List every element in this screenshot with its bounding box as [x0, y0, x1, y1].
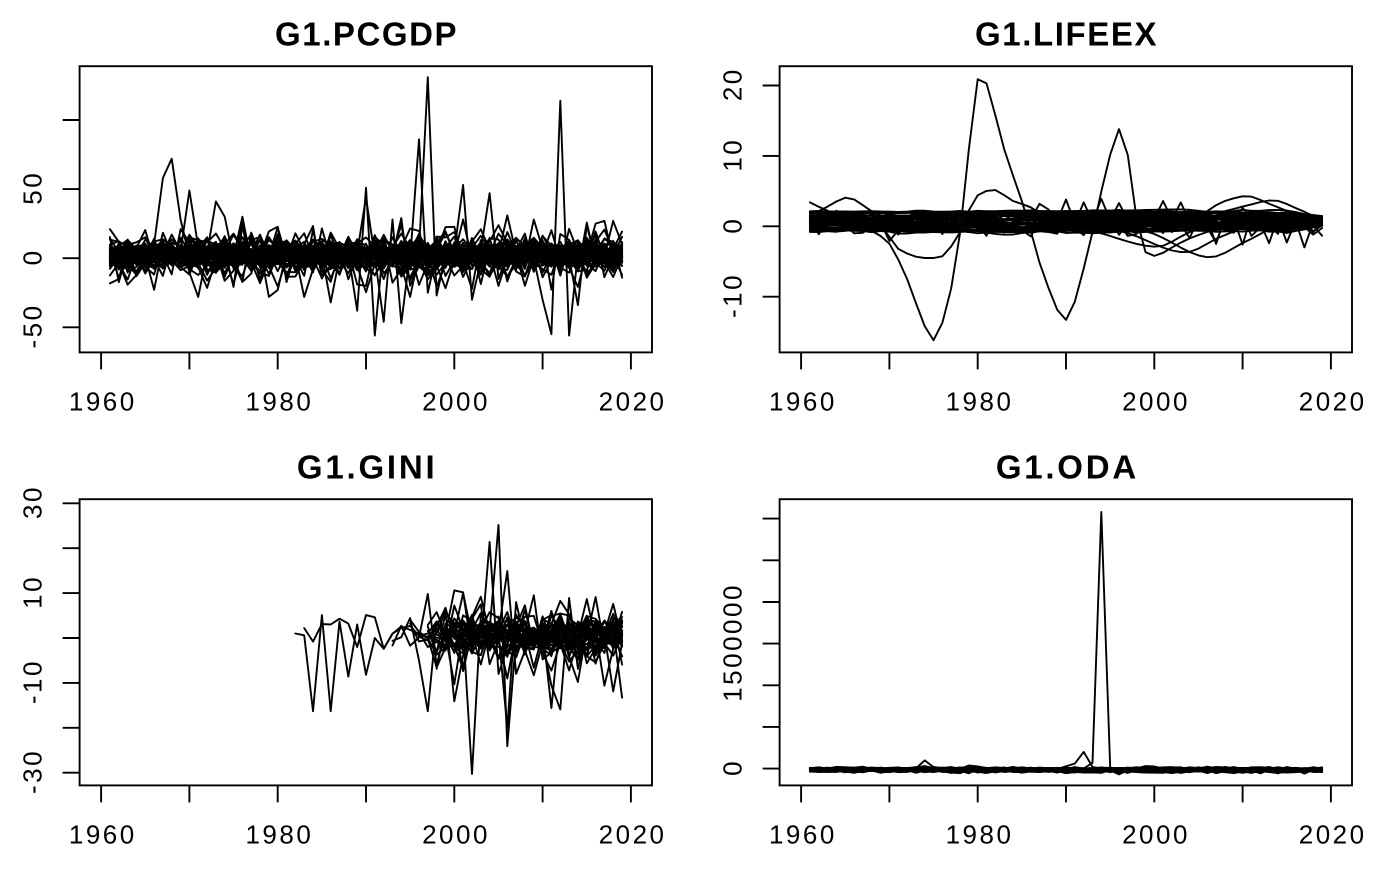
svg-text:20: 20	[717, 67, 747, 101]
svg-text:10: 10	[717, 138, 747, 172]
svg-text:2020: 2020	[1299, 820, 1367, 850]
svg-text:-10: -10	[717, 273, 747, 318]
svg-text:2020: 2020	[599, 820, 667, 850]
svg-text:2020: 2020	[599, 387, 667, 417]
svg-text:1980: 1980	[946, 387, 1014, 417]
svg-text:G1.PCGDP: G1.PCGDP	[275, 16, 458, 53]
svg-text:50: 50	[17, 171, 47, 205]
svg-text:2000: 2000	[1122, 387, 1190, 417]
svg-text:G1.LIFEEX: G1.LIFEEX	[975, 16, 1158, 53]
svg-text:0: 0	[717, 759, 747, 776]
svg-text:2000: 2000	[1122, 820, 1190, 850]
svg-text:10: 10	[17, 575, 47, 609]
svg-text:1960: 1960	[69, 820, 137, 850]
svg-text:0: 0	[17, 248, 47, 265]
svg-text:-50: -50	[17, 303, 47, 348]
svg-text:2000: 2000	[422, 387, 490, 417]
svg-text:1980: 1980	[245, 387, 313, 417]
svg-text:1960: 1960	[769, 387, 837, 417]
svg-text:1980: 1980	[946, 820, 1014, 850]
svg-text:1960: 1960	[69, 387, 137, 417]
svg-text:0: 0	[717, 217, 747, 234]
svg-text:G1.ODA: G1.ODA	[996, 449, 1139, 486]
svg-text:-30: -30	[17, 749, 47, 794]
svg-text:1980: 1980	[245, 820, 313, 850]
svg-text:G1.GINI: G1.GINI	[297, 449, 438, 486]
svg-text:2020: 2020	[1299, 387, 1367, 417]
svg-text:-10: -10	[17, 659, 47, 704]
svg-text:30: 30	[17, 485, 47, 519]
svg-text:1960: 1960	[769, 820, 837, 850]
svg-text:1500000: 1500000	[717, 583, 747, 702]
svg-text:2000: 2000	[422, 820, 490, 850]
